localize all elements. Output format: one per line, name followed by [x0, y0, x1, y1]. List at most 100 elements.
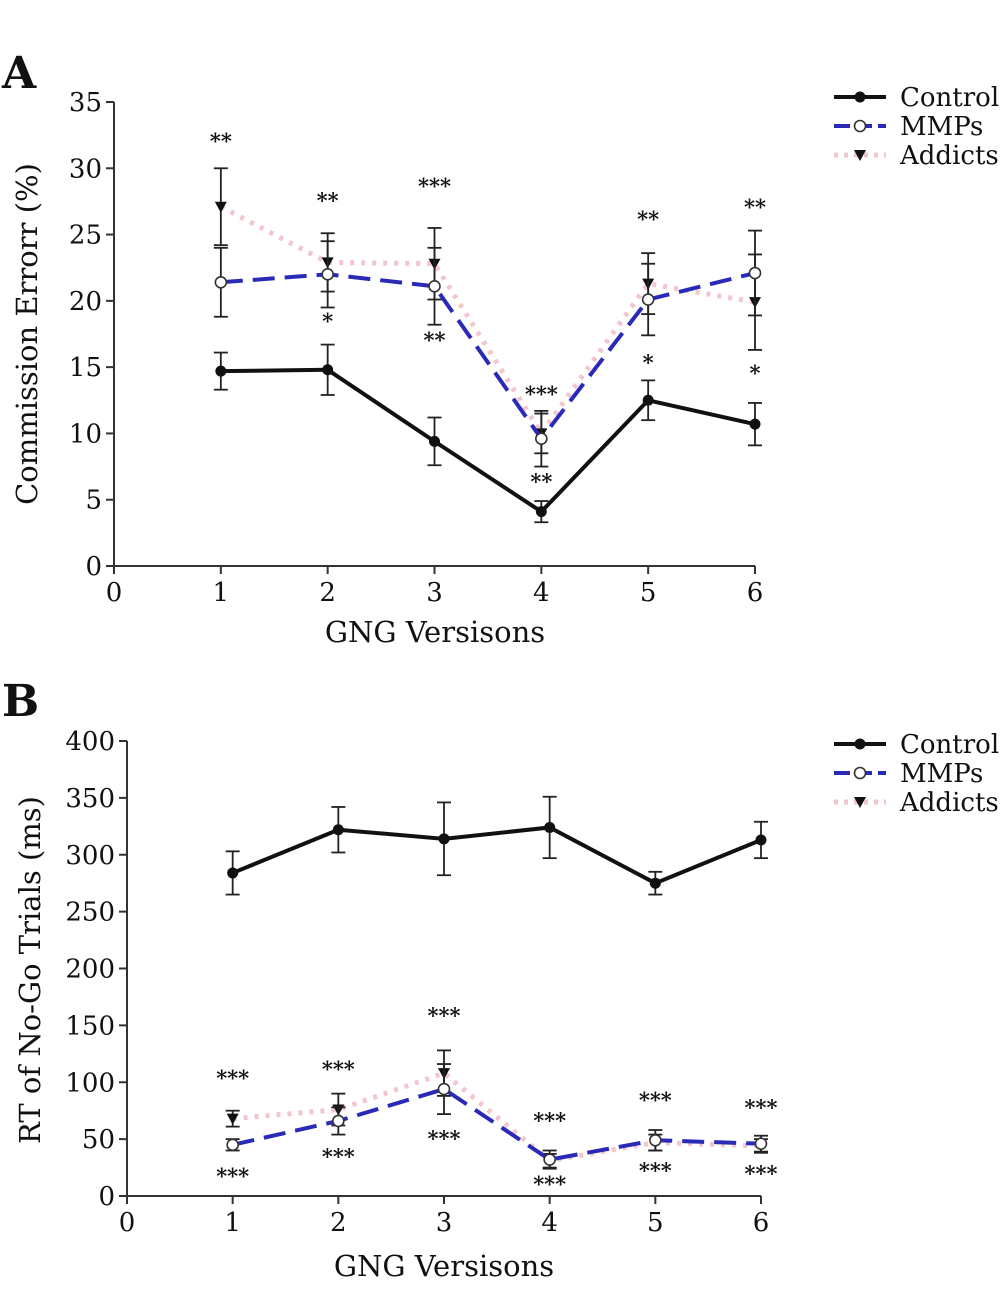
panel-label-b: B: [2, 676, 39, 727]
y-tick-label: 200: [65, 955, 115, 985]
legend-item-addicts: Addicts: [834, 141, 999, 171]
data-point-control: [749, 418, 761, 430]
panel-b-axes: 0 50 100 150 200 250 300 350 400 0 1 2 3 4 5 6: [65, 727, 769, 1238]
y-tick-label: 400: [65, 727, 115, 757]
y-tick-label: 15: [69, 353, 102, 383]
data-point-control: [535, 506, 547, 518]
y-tick-label: 100: [65, 1068, 115, 1098]
panel-b-series: [225, 795, 768, 1170]
data-point-addicts: [214, 201, 227, 213]
data-point-control: [438, 833, 450, 845]
panel-a-x-axis-title: GNG Versisons: [325, 615, 545, 649]
data-point-mmps: [214, 275, 228, 289]
data-point-mmps: [428, 279, 441, 293]
panel-a-series: [213, 167, 762, 524]
y-tick-label: 20: [69, 287, 102, 317]
x-tick-label: 1: [224, 1208, 241, 1238]
significance-marker: ***: [428, 1003, 461, 1028]
data-point-control: [544, 821, 556, 833]
y-tick-label: 50: [82, 1125, 115, 1155]
significance-marker: ***: [322, 1057, 355, 1082]
significance-marker: *: [750, 360, 761, 385]
panel-b-x-axis-title: GNG Versisons: [334, 1249, 554, 1283]
series-line-control: [220, 367, 756, 515]
legend-label: Addicts: [899, 141, 999, 171]
legend-item-control: Control: [834, 730, 999, 760]
significance-marker: **: [424, 327, 446, 352]
data-point-mmps: [748, 266, 762, 280]
data-point-control: [322, 364, 334, 376]
data-point-control: [227, 867, 239, 879]
x-tick-label: 0: [106, 578, 123, 608]
legend-marker: [853, 119, 867, 133]
legend-item-control: Control: [834, 83, 999, 113]
legend-label: Control: [900, 83, 999, 113]
data-point-control: [649, 877, 661, 889]
data-point-mmps: [649, 1133, 662, 1147]
significance-marker: **: [637, 207, 659, 232]
legend-marker: [854, 738, 866, 750]
significance-marker: ***: [533, 1108, 566, 1133]
significance-marker: ***: [745, 1161, 778, 1186]
legend-label: Control: [900, 730, 999, 760]
data-point-control: [332, 824, 344, 836]
data-point-mmps: [437, 1082, 451, 1096]
y-tick-label: 300: [65, 841, 115, 871]
x-tick-label: 3: [436, 1208, 453, 1238]
panel-label-a: A: [1, 48, 37, 99]
data-point-mmps: [332, 1114, 345, 1128]
y-tick-label: 0: [85, 552, 102, 582]
series-line-addicts: [219, 204, 756, 438]
panel-a-annotations: *********************: [210, 128, 766, 494]
x-tick-label: 6: [753, 1208, 770, 1238]
legend-item-addicts: Addicts: [834, 788, 999, 818]
x-tick-label: 2: [319, 578, 336, 608]
significance-marker: **: [530, 469, 552, 494]
series-line-mmps: [220, 271, 756, 443]
data-point-mmps: [754, 1137, 768, 1150]
legend-label: Addicts: [899, 788, 999, 818]
significance-marker: ***: [745, 1095, 778, 1120]
significance-marker: **: [317, 188, 339, 213]
y-tick-label: 150: [65, 1011, 115, 1041]
significance-marker: ***: [533, 1171, 566, 1196]
x-tick-label: 5: [640, 578, 657, 608]
y-tick-label: 10: [69, 419, 102, 449]
significance-marker: ***: [216, 1163, 249, 1188]
legend-label: MMPs: [900, 112, 983, 142]
x-tick-label: 1: [213, 578, 230, 608]
significance-marker: ***: [639, 1087, 672, 1112]
data-point-control: [755, 834, 767, 846]
x-tick-label: 5: [647, 1208, 664, 1238]
significance-marker: ***: [216, 1066, 249, 1091]
legend-item-mmps: MMPs: [834, 759, 983, 789]
y-tick-label: 250: [65, 898, 115, 928]
significance-marker: **: [744, 195, 766, 220]
legend-marker: [854, 150, 866, 161]
data-point-mmps: [641, 293, 655, 306]
data-point-control: [642, 394, 654, 406]
significance-marker: ***: [418, 173, 451, 198]
panel-a-axes: 0 5 10 15 20 25 30 35 0 1 2 3 4 5 6: [69, 88, 763, 608]
significance-marker: **: [210, 128, 232, 153]
panel-b-y-axis-title: RT of No-Go Trials (ms): [13, 796, 47, 1144]
significance-marker: *: [643, 350, 654, 375]
legend-item-mmps: MMPs: [834, 112, 983, 142]
legend-marker: [854, 91, 866, 103]
data-point-control: [215, 365, 227, 377]
series-line-control: [231, 825, 762, 886]
panel-b-annotations: *** *** *** *** *** *** *** *** *** *** *** ***: [216, 1003, 777, 1196]
series-line-addicts: [232, 1070, 762, 1164]
significance-marker: *: [322, 309, 333, 334]
data-point-control: [429, 435, 440, 447]
significance-marker: ***: [525, 382, 558, 407]
x-tick-label: 6: [747, 578, 764, 608]
data-point-mmps: [321, 268, 334, 281]
significance-marker: ***: [639, 1158, 672, 1183]
x-tick-label: 2: [330, 1208, 347, 1238]
significance-marker: ***: [322, 1144, 355, 1169]
